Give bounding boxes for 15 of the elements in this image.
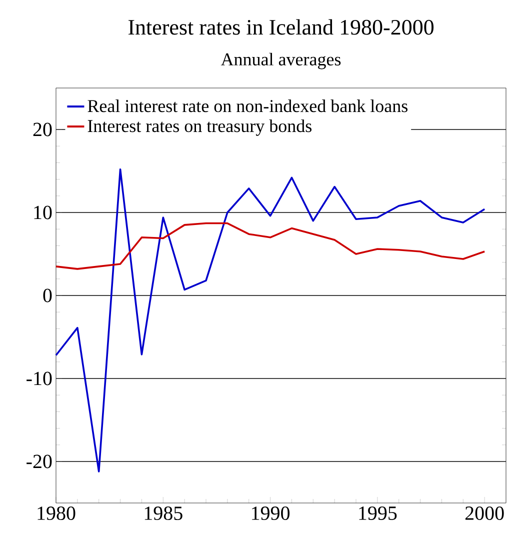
y-tick-label: -10: [26, 372, 52, 386]
y-tick-label: 0: [43, 288, 52, 302]
y-tick-label: 10: [34, 206, 52, 220]
x-tick-label: 1980: [38, 506, 76, 520]
chart-title: Interest rates in Iceland 1980-2000: [128, 19, 434, 35]
x-tick-label: 1985: [144, 506, 182, 520]
y-tick-label: -20: [26, 454, 52, 468]
line-series: [55, 168, 486, 472]
x-tick-label: 1995: [359, 506, 397, 520]
chart-subtitle: Annual averages: [220, 52, 341, 70]
y-tick-label: 20: [33, 122, 52, 136]
legend-label: Interest rates on treasury bonds: [88, 119, 312, 136]
legend-label: Real interest rate on non-indexed bank loans: [88, 99, 408, 112]
x-tick-label: 2000: [465, 506, 504, 520]
x-tick-label: 1990: [252, 506, 290, 520]
